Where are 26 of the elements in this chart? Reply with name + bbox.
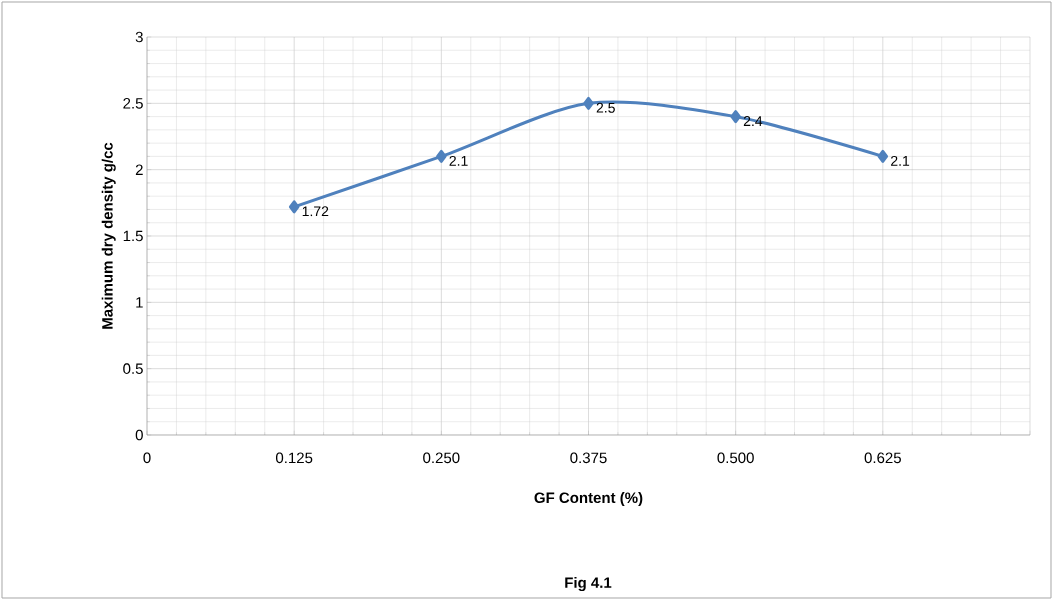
y-tick-label: 1: [136, 297, 143, 308]
point: [436, 149, 447, 163]
point: [730, 110, 741, 124]
point: [877, 149, 889, 163]
y-axis-title: Maximum dry density g/cc: [101, 142, 116, 329]
y-tick-label: 3: [135, 31, 143, 43]
y-tick-label: 2.5: [123, 98, 143, 109]
point: [583, 96, 594, 110]
y-tick-label: 1.5: [123, 230, 143, 242]
data-label: 2.4: [743, 116, 763, 126]
x-axis-title: GF Content (%): [534, 492, 643, 506]
data-label: 1.72: [302, 206, 329, 217]
data-label: 2.1: [449, 155, 468, 166]
y-tick-label: 2: [135, 164, 143, 175]
x-tick-label: 0.500: [717, 452, 754, 464]
y-tick-label: 0.5: [123, 363, 143, 374]
x-tick-label: 0.250: [423, 452, 460, 464]
caption: Fig 4.1: [565, 576, 612, 592]
data-label: 2.5: [596, 102, 615, 113]
x-tick-label: 0.125: [275, 452, 313, 464]
point: [288, 200, 300, 214]
x-tick-label: 0.625: [864, 452, 901, 464]
y-tick-label: 0: [135, 429, 143, 441]
x-tick-label: 0: [143, 452, 151, 464]
data-label: 2.1: [891, 155, 910, 166]
x-tick-label: 0.375: [570, 452, 607, 464]
